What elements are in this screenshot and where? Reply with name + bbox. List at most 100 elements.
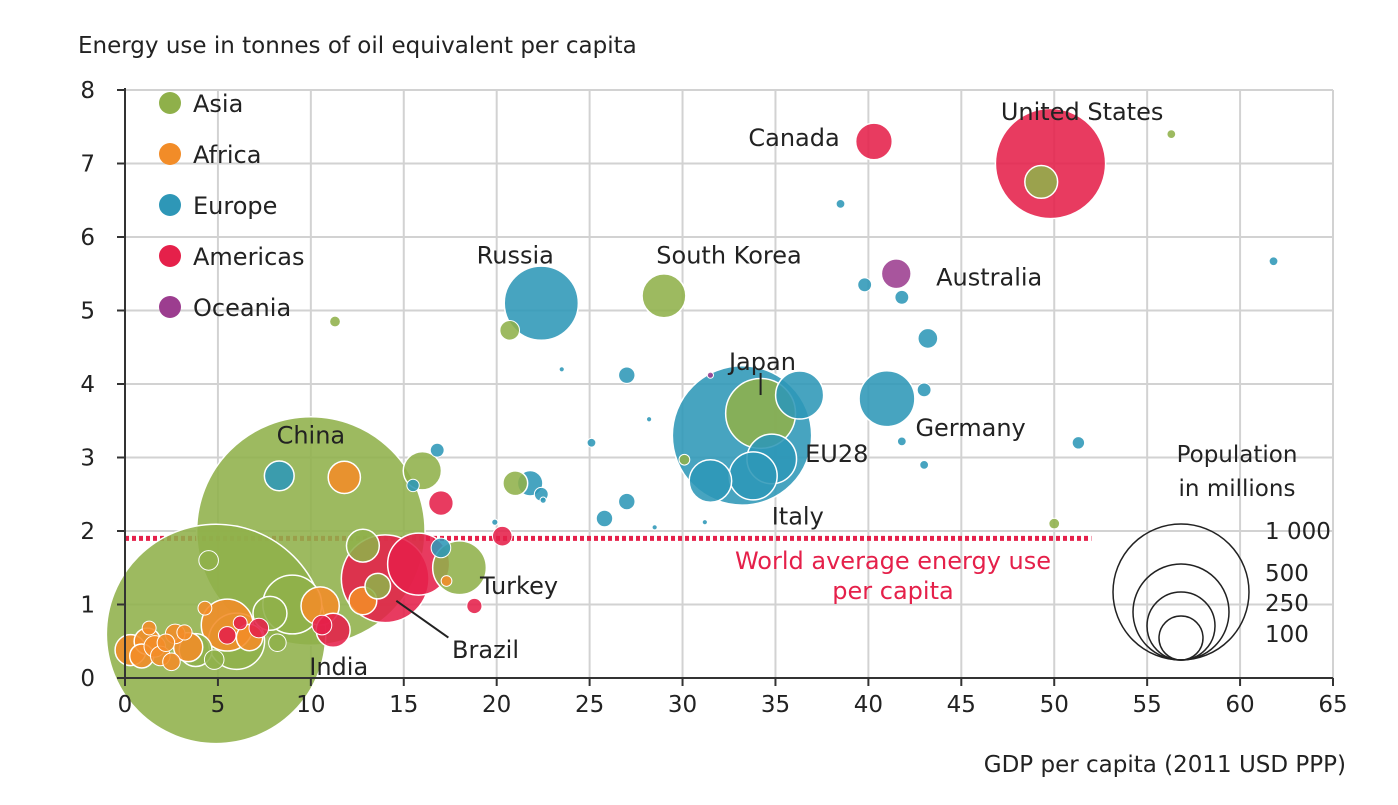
bubble-country [203,649,225,670]
x-tick-label: 60 [1225,692,1254,718]
y-tick-label: 8 [80,78,95,104]
y-tick-label: 5 [80,299,95,325]
size-legend-title-line: in millions [1179,476,1296,502]
bubble-country [618,366,636,384]
axes [117,88,1334,686]
label-united-states: United States [1001,98,1164,126]
bubble-country [248,617,270,639]
bubbles-layer [105,107,1279,745]
size-legend-label: 250 [1265,591,1309,617]
bubble-country [268,633,287,652]
size-legend-label: 100 [1265,622,1309,648]
size-legend-title-line: Population [1177,442,1298,468]
x-tick-label: 65 [1318,692,1347,718]
bubble-country [706,371,715,379]
world-average-label-line: World average energy use [735,547,1051,575]
legend-label-oceania: Oceania [193,294,291,322]
legend-label-asia: Asia [193,90,243,118]
x-tick-label: 55 [1133,692,1162,718]
legend-swatch-africa [159,143,181,165]
bubble-country [406,478,420,493]
country-labels: United States Canada Russia South Korea Aust… [277,98,1164,681]
legend-label-americas: Americas [193,243,305,271]
legend-label-africa: Africa [193,141,261,169]
size-legend-label: 1 000 [1265,519,1331,545]
bubble-country [896,436,907,447]
label-turkey: Turkey [479,572,558,600]
x-tick-label: 50 [1040,692,1069,718]
bubble-country [491,525,513,547]
bubble-country [539,496,547,504]
bubble-country [1024,164,1059,200]
bubble-country [217,626,237,645]
legend-swatch-asia [159,92,181,114]
bubble-country [491,518,499,526]
label-australia: Australia [936,263,1042,291]
bubble-germany [858,370,916,428]
bubble-country [651,524,658,531]
bubble-south-korea [641,273,687,319]
y-tick-label: 1 [80,593,95,619]
world-average-label-line: per capita [832,577,953,605]
bubble-russia [503,265,580,341]
bubble-country [558,366,565,373]
bubble-country [1166,129,1177,139]
leader-lines [395,372,762,639]
x-tick-label: 15 [389,692,418,718]
leader-brazil [395,600,449,639]
x-axis-title: GDP per capita (2011 USD PPP) [984,752,1346,778]
bubble-country [774,370,825,420]
bubble-country [645,416,653,423]
label-japan: Japan [727,348,796,376]
label-south-korea: South Korea [656,241,801,269]
label-russia: Russia [477,241,554,269]
bubble-country [345,528,381,563]
label-canada: Canada [748,124,839,152]
bubble-country [329,315,341,328]
bubble-country [364,572,392,600]
label-italy: Italy [772,502,824,530]
y-tick-label: 4 [80,372,95,398]
x-tick-labels: 0 5 10 15 20 25 30 35 40 45 50 55 60 65 [118,692,1348,718]
y-tick-label: 6 [80,225,95,251]
bubble-country [197,600,213,616]
bubble-country [916,382,932,398]
size-legend-circle [1146,591,1216,661]
bubble-country [263,460,295,492]
bubble-country [427,489,455,517]
bubble-australia [880,258,912,290]
bubble-country [499,320,521,341]
legend-swatch-europe [159,194,181,216]
label-eu28: EU28 [805,440,868,468]
x-tick-label: 0 [118,692,133,718]
bubble-country [141,620,157,636]
bubble-country [857,277,873,293]
bubble-country [198,550,219,571]
bubble-country [688,459,733,504]
bubble-country [156,633,176,652]
legend-swatch-oceania [159,296,181,318]
label-china: China [277,421,346,449]
population-size-legend: Population in millions 1 000 500 250 100 [1112,442,1331,661]
x-tick-label: 10 [296,692,325,718]
bubble-canada [854,122,894,161]
bubble-country [701,519,708,526]
y-tick-label: 2 [80,519,95,545]
bubble-country [835,199,846,209]
bubble-country [162,652,181,672]
y-tick-labels: 0 1 2 3 4 5 6 7 8 [80,78,95,692]
x-tick-label: 30 [668,692,697,718]
size-legend-label: 500 [1265,561,1309,587]
bubble-country [466,597,483,615]
x-tick-label: 25 [575,692,604,718]
bubble-united-states [994,107,1107,220]
x-tick-label: 35 [761,692,790,718]
bubble-italy [728,451,778,501]
bubble-country [232,615,248,631]
x-tick-label: 20 [482,692,511,718]
bubble-country [894,289,910,305]
y-tick-label: 0 [80,666,95,692]
x-tick-label: 40 [854,692,883,718]
